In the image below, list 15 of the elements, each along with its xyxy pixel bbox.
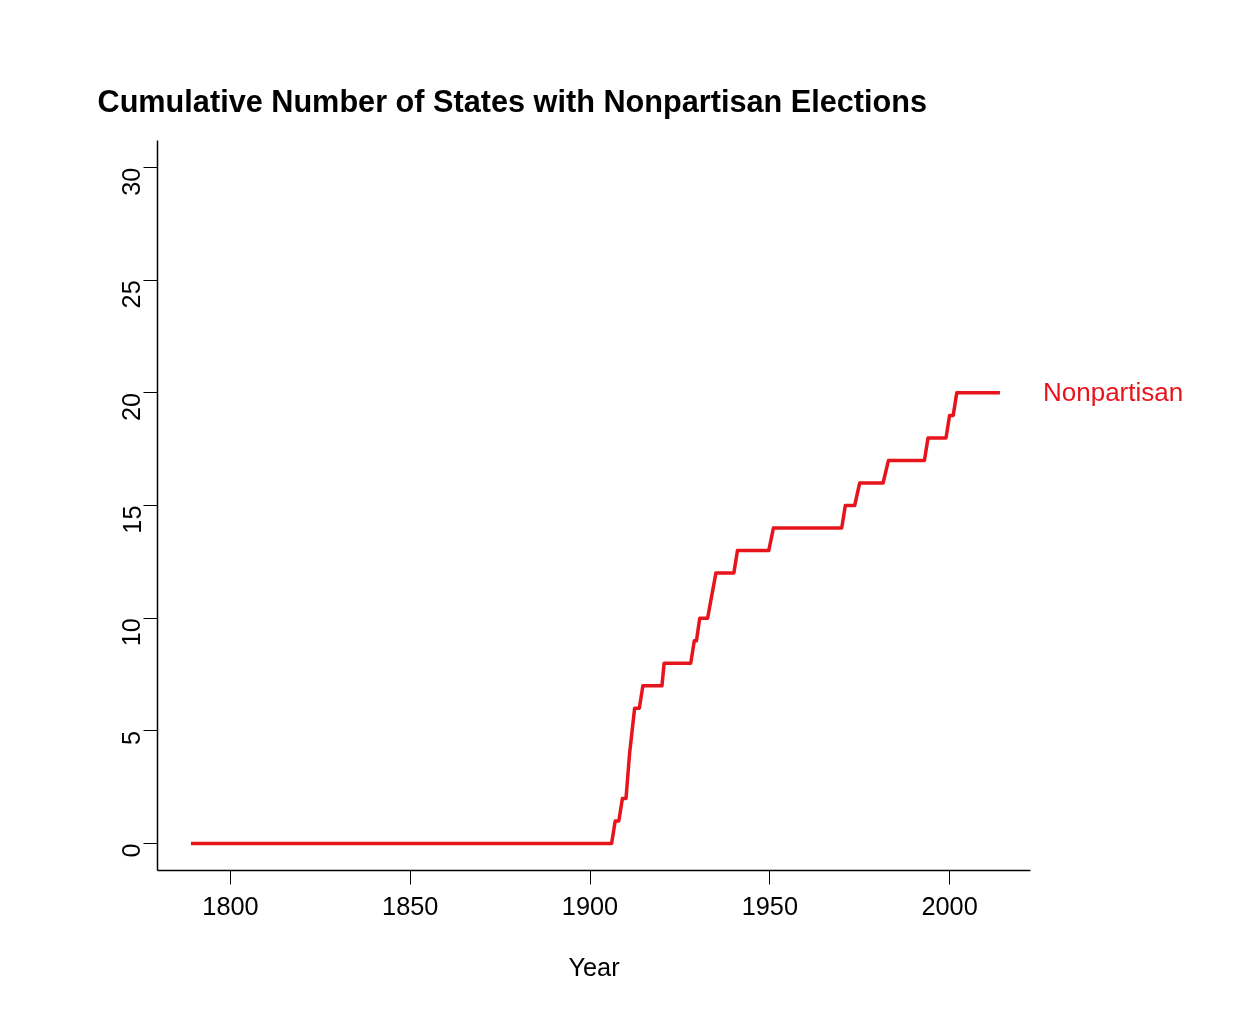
x-tick-label: 1900 — [561, 891, 619, 920]
series-label: Nonpartisan — [1043, 376, 1184, 409]
y-tick-label: 10 — [117, 618, 146, 647]
y-tick-label: 0 — [117, 843, 146, 858]
chart-title: Cumulative Number of States with Nonpartisan Elections — [97, 84, 928, 119]
x-axis-title: Year — [568, 952, 621, 981]
y-tick-label: 5 — [117, 730, 146, 745]
x-tick-label: 1950 — [741, 891, 799, 920]
x-tick-label: 1800 — [202, 891, 259, 920]
y-tick-label: 20 — [117, 392, 146, 422]
y-tick-label: 15 — [117, 505, 146, 534]
y-tick-label: 25 — [117, 280, 146, 309]
x-tick-label: 2000 — [921, 891, 978, 920]
y-tick-label: 30 — [117, 167, 146, 196]
x-tick-label: 1850 — [382, 891, 439, 920]
